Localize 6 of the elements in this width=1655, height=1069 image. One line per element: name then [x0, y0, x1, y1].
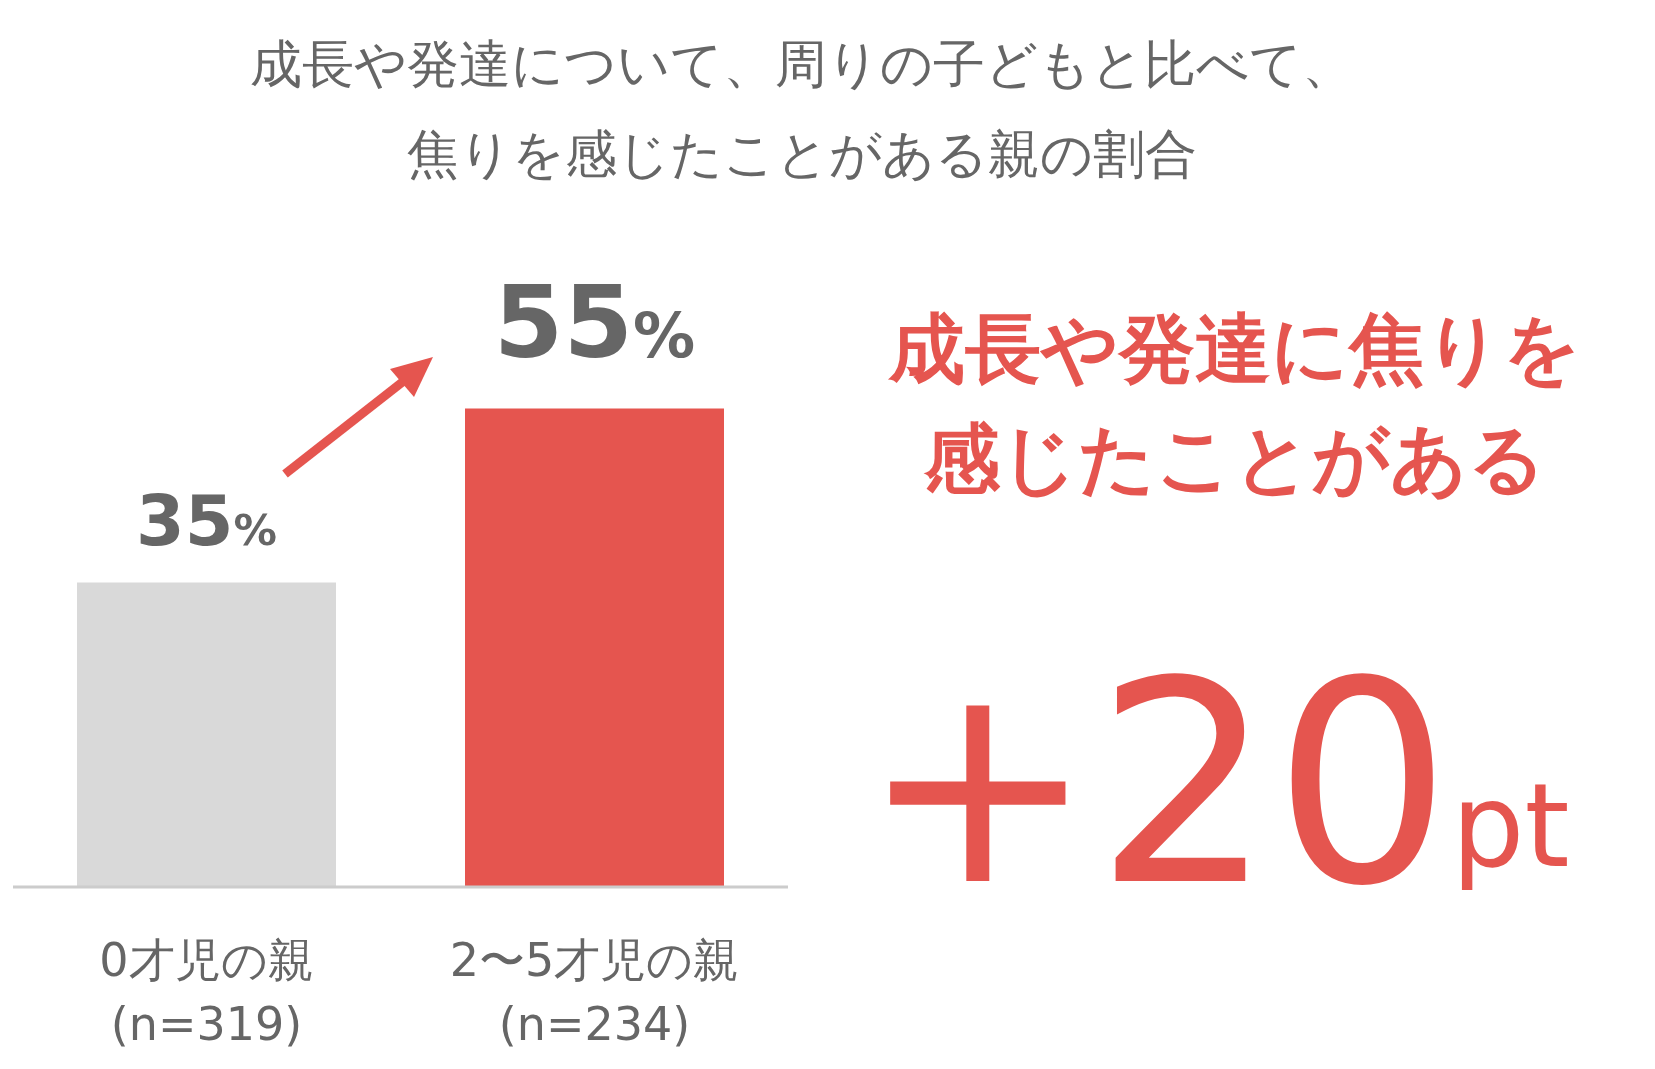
text: 成長や発達に焦りを感じたことがある — [887, 304, 1581, 503]
data-label: 35% — [136, 479, 277, 562]
chart-title: 成長や発達について、周りの子どもと比べて、焦りを感じたことがある親の割合 — [250, 34, 1354, 184]
x-tick-label: 0才児の親 (n=319) — [99, 933, 314, 1051]
x-tick-label: 2〜5才児の親 (n=234) — [449, 933, 740, 1051]
data-label: 55% — [493, 263, 696, 381]
